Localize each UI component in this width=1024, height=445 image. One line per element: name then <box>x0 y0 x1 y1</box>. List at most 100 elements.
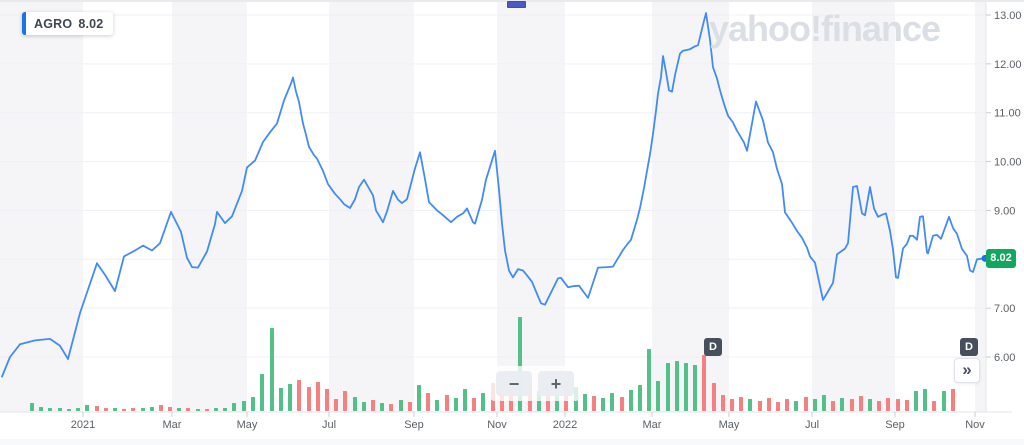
volume-bar <box>113 408 117 411</box>
x-axis-label: Sep <box>885 419 905 431</box>
volume-bar <box>85 405 89 411</box>
volume-bar <box>186 408 190 411</box>
y-axis-label: 6.00 <box>994 352 1015 364</box>
volume-bar <box>868 399 872 411</box>
volume-bar <box>776 402 780 411</box>
volume-bar <box>877 401 881 411</box>
volume-bar <box>48 408 52 411</box>
volume-bar <box>279 388 283 411</box>
volume-bar <box>389 404 393 411</box>
volume-bar <box>481 393 485 411</box>
y-axis-label: 12.00 <box>994 59 1022 71</box>
y-axis-label: 13.00 <box>994 10 1022 22</box>
volume-bar <box>325 389 329 411</box>
volume-bar <box>620 397 624 411</box>
volume-bar <box>463 389 467 411</box>
x-axis-label: Nov <box>965 419 985 431</box>
volume-bar <box>95 406 99 411</box>
volume-bar <box>159 405 163 411</box>
volume-bar <box>343 391 347 411</box>
volume-bar <box>684 363 688 411</box>
volume-bar <box>417 385 421 411</box>
volume-bar <box>850 399 854 411</box>
volume-bar <box>399 400 403 411</box>
expand-chevrons-button[interactable]: » <box>954 358 980 383</box>
volume-bar <box>629 390 633 411</box>
volume-bar <box>813 399 817 411</box>
volume-bar <box>39 407 43 411</box>
volume-bar <box>67 409 71 411</box>
volume-bar <box>316 382 320 411</box>
volume-bar <box>914 391 918 411</box>
volume-bar <box>426 393 430 411</box>
x-axis-label: Sep <box>404 419 424 431</box>
volume-bar <box>942 391 946 411</box>
x-axis-label: Jul <box>805 419 819 431</box>
volume-bar <box>675 361 679 411</box>
volume-bar <box>730 399 734 411</box>
month-band <box>0 2 83 412</box>
zoom-controls: − + <box>489 366 581 401</box>
volume-bar <box>712 383 716 411</box>
volume-bar <box>454 398 458 411</box>
volume-bar <box>886 398 890 411</box>
volume-bar <box>739 397 743 411</box>
y-axis-label: 9.00 <box>994 205 1015 217</box>
zoom-out-button[interactable]: − <box>496 371 532 396</box>
volume-bar <box>592 396 596 411</box>
volume-bar <box>297 380 301 411</box>
volume-bar <box>104 408 108 411</box>
legend-color-bar-icon <box>22 12 26 35</box>
symbol-price-badge[interactable]: AGRO 8.02 <box>22 12 114 35</box>
x-axis-label: May <box>237 419 258 431</box>
volume-bar <box>362 402 366 411</box>
volume-bar <box>307 387 311 411</box>
volume-bar <box>840 398 844 411</box>
volume-bar <box>435 400 439 411</box>
volume-bar <box>951 389 955 411</box>
volume-bar <box>583 394 587 411</box>
volume-bar <box>122 409 126 411</box>
volume-bar <box>445 395 449 411</box>
volume-bar <box>177 408 181 411</box>
volume-bar <box>666 363 670 411</box>
volume-bar <box>693 365 697 411</box>
y-axis-label: 11.00 <box>994 108 1021 120</box>
volume-bar <box>223 408 227 411</box>
volume-bar <box>794 401 798 411</box>
pane-drag-handle[interactable] <box>507 1 526 8</box>
volume-bar <box>822 395 826 411</box>
volume-bar <box>270 328 274 411</box>
volume-bar <box>601 398 605 411</box>
volume-bar <box>896 399 900 411</box>
volume-bar <box>371 400 375 411</box>
symbol-label: AGRO <box>34 16 73 31</box>
x-axis-label: Mar <box>163 419 182 431</box>
x-axis-label: Nov <box>487 419 507 431</box>
y-axis-label: 10.00 <box>994 157 1022 169</box>
volume-bar <box>380 403 384 411</box>
price-line <box>1 12 986 378</box>
volume-bar <box>656 381 660 411</box>
volume-bar <box>785 399 789 411</box>
volume-bar <box>647 349 651 411</box>
volume-bar <box>638 385 642 411</box>
volume-bar <box>334 399 338 411</box>
x-axis-label: Jul <box>322 419 336 431</box>
volume-bar <box>131 408 135 411</box>
volume-bar <box>251 397 255 411</box>
month-band <box>975 2 986 412</box>
interval-badge-right[interactable]: D <box>960 338 978 356</box>
volume-bar <box>859 396 863 411</box>
volume-bar <box>831 401 835 411</box>
volume-bar <box>214 408 218 411</box>
volume-bar <box>242 401 246 411</box>
volume-bar <box>758 401 762 411</box>
zoom-in-button[interactable]: + <box>538 371 574 396</box>
interval-badge-mid[interactable]: D <box>704 338 722 356</box>
volume-bar <box>721 395 725 411</box>
bottom-page-strip <box>0 439 1024 445</box>
month-band <box>497 2 565 412</box>
